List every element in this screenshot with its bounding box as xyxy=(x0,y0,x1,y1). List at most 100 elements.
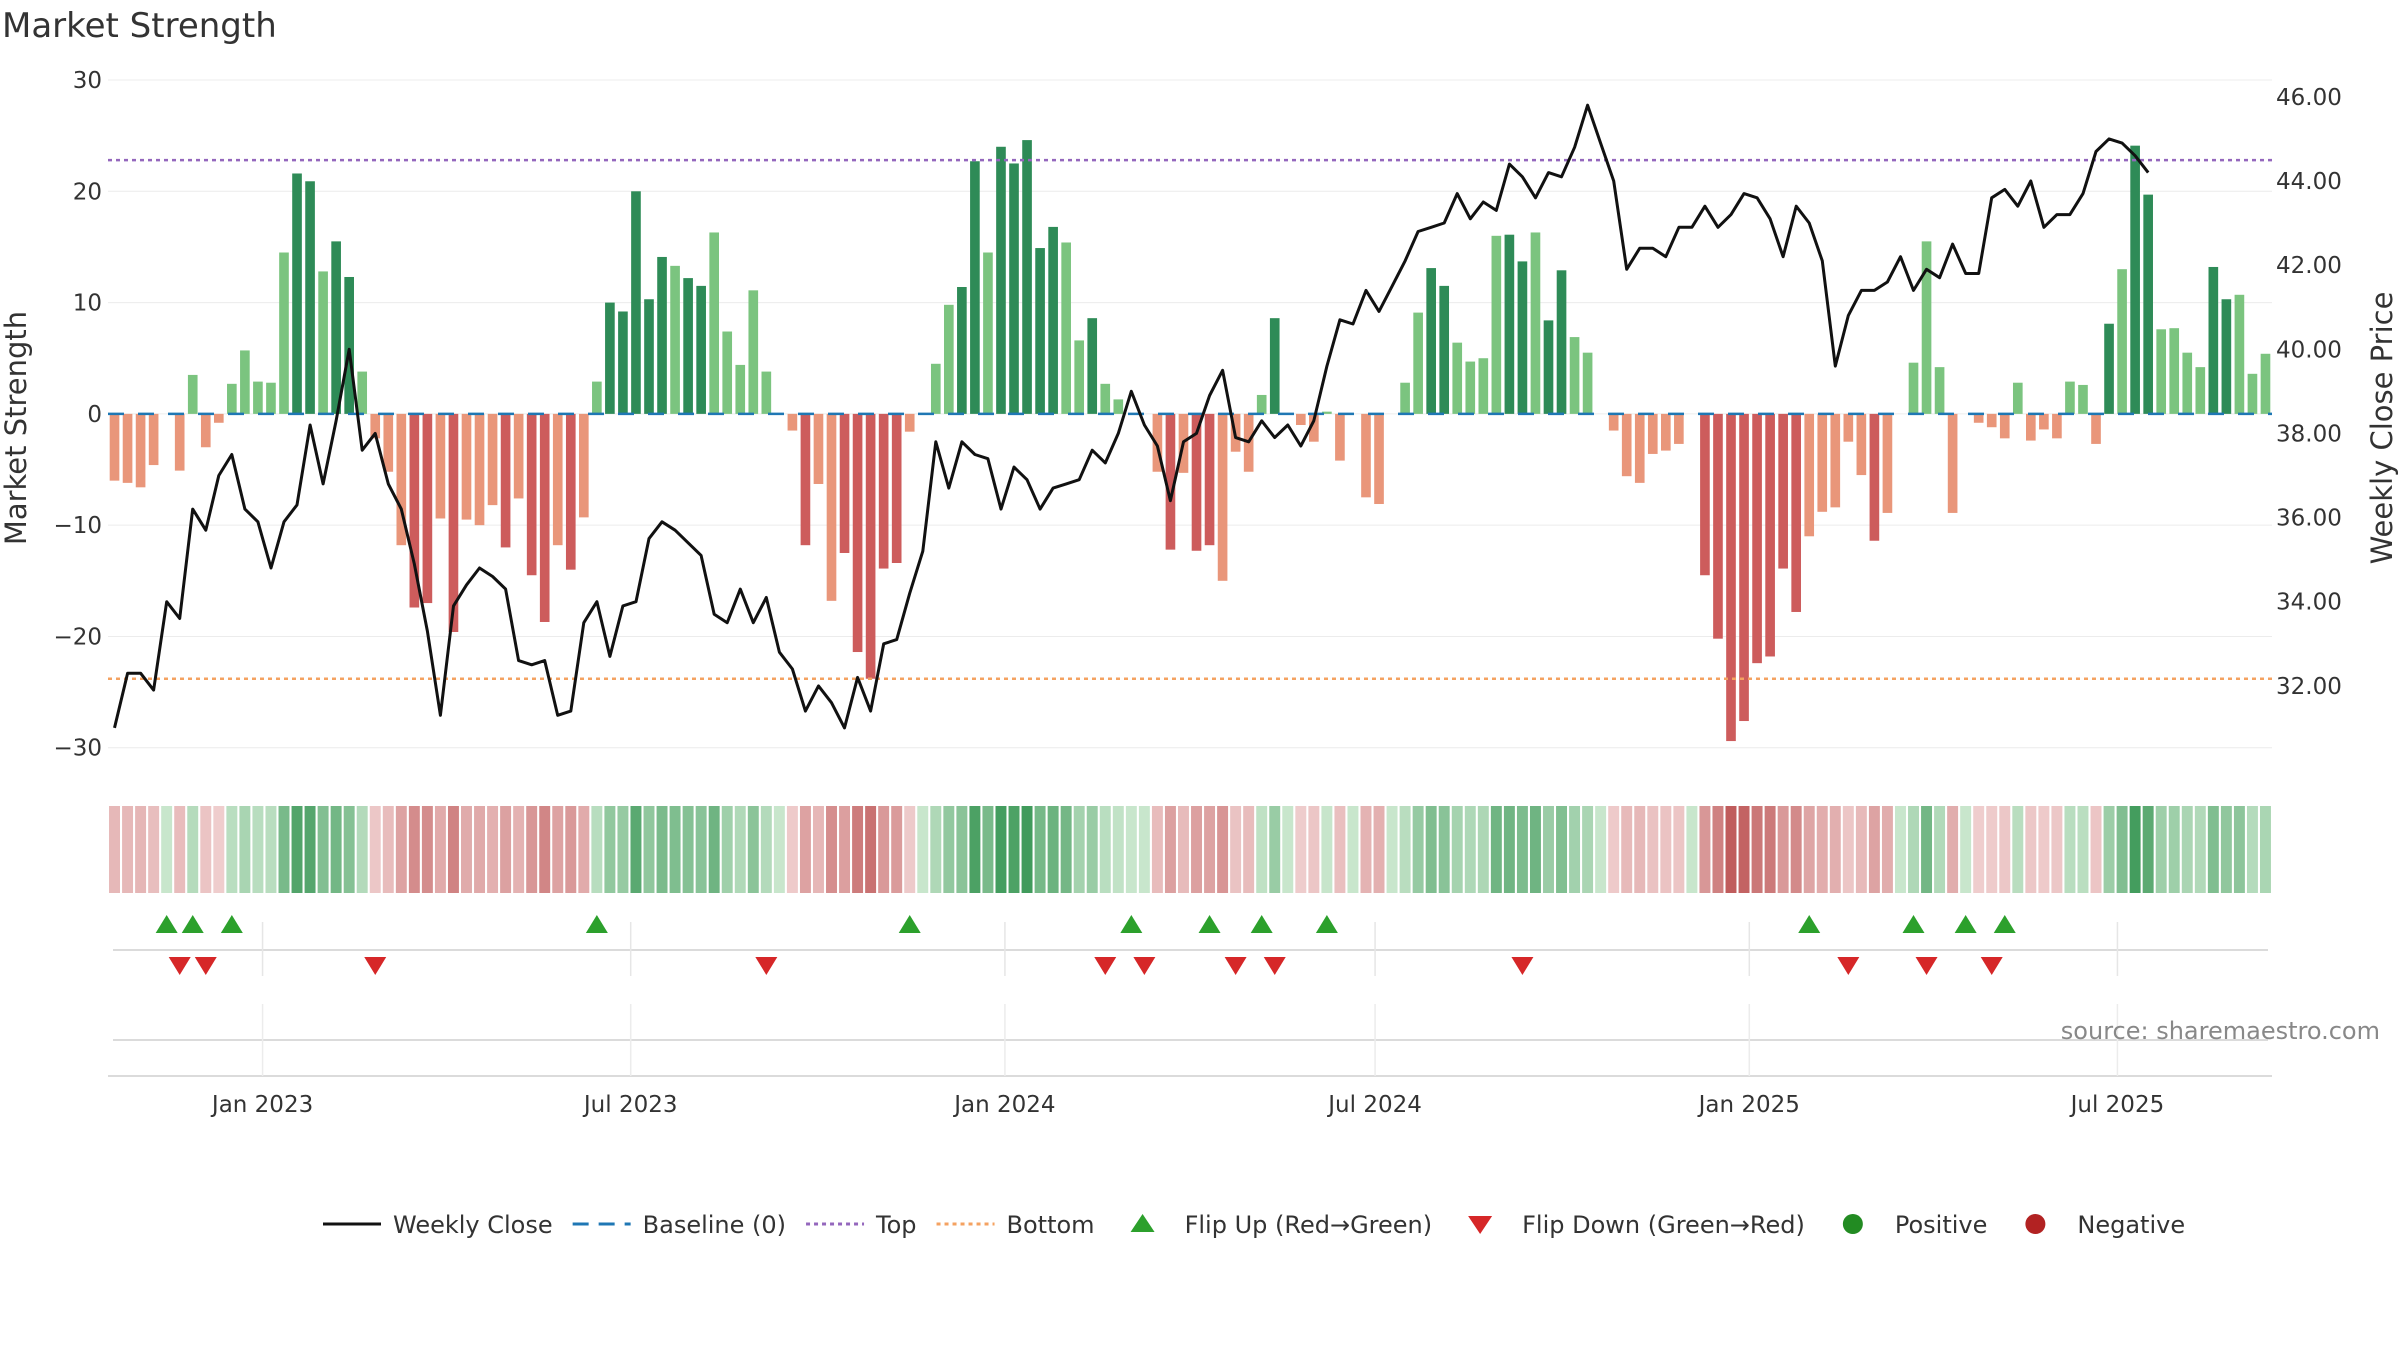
flip-down-marker xyxy=(1980,957,2003,975)
heat-cell xyxy=(1725,806,1737,893)
strength-bar xyxy=(1465,361,1476,414)
strength-bar xyxy=(1856,413,1867,476)
strength-bar xyxy=(787,413,798,431)
strength-bar xyxy=(565,413,576,570)
heat-cell xyxy=(982,806,994,893)
heat-cell xyxy=(2103,806,2115,893)
strength-bar xyxy=(1295,413,1306,425)
strength-bar xyxy=(1309,413,1319,442)
strength-bar xyxy=(735,364,746,414)
heat-cell xyxy=(1595,806,1607,893)
axes: Market Strength Weekly Close Price 30 20 1… xyxy=(0,68,2399,762)
flip-up-marker xyxy=(1250,915,1273,933)
heat-cell xyxy=(187,806,199,893)
heat-cell xyxy=(839,806,851,893)
flip-down-marker xyxy=(194,957,217,975)
heat-cell xyxy=(2116,806,2128,893)
right-tick-label: 46.00 xyxy=(2276,85,2342,111)
legend-label: Flip Up (Red→Green) xyxy=(1185,1211,1433,1239)
legend-label: Bottom xyxy=(1007,1211,1095,1239)
heat-cell xyxy=(891,806,903,893)
flip-up-marker xyxy=(1902,915,1925,933)
strength-bar xyxy=(409,413,420,608)
heat-cell xyxy=(1373,806,1385,893)
strength-bar xyxy=(800,413,811,546)
heat-cell xyxy=(1217,806,1229,893)
heat-cell xyxy=(1191,806,1202,893)
x-tick-label: Jan 2025 xyxy=(1697,1092,1800,1118)
heat-cell xyxy=(799,806,811,893)
flip-down-marker xyxy=(1133,957,1156,975)
strength-bar xyxy=(1322,411,1332,414)
heat-cell xyxy=(1999,806,2011,893)
x-tick-label: Jul 2023 xyxy=(582,1092,678,1118)
strength-bar xyxy=(2078,384,2088,414)
heat-cell xyxy=(1451,806,1463,893)
strength-bar xyxy=(1074,340,1085,414)
strength-bar xyxy=(1439,285,1450,414)
flip-down-marker xyxy=(1263,957,1286,975)
heat-cell xyxy=(1894,806,1906,893)
flip-up-marker xyxy=(585,915,608,933)
right-tick-label: 38.00 xyxy=(2276,421,2342,447)
heat-cell xyxy=(1412,806,1424,893)
x-tick-label: Jul 2025 xyxy=(2069,1092,2165,1118)
heat-cell xyxy=(2207,806,2219,893)
legend-item: Weekly Close xyxy=(323,1211,553,1239)
flip-markers-panel xyxy=(113,915,2268,976)
right-tick-label: 36.00 xyxy=(2276,506,2342,532)
strength-bar xyxy=(1621,413,1632,477)
right-tick-label: 44.00 xyxy=(2276,169,2342,195)
heat-cell xyxy=(2233,806,2245,893)
strength-bar xyxy=(174,413,185,471)
strength-bar xyxy=(1726,413,1736,742)
strength-bar xyxy=(996,146,1006,414)
heat-cell xyxy=(1008,806,1020,893)
strength-bar xyxy=(1491,235,1502,414)
heat-cell xyxy=(317,806,329,893)
strength-bar xyxy=(344,276,354,414)
strength-bar xyxy=(1269,318,1280,414)
strength-bar xyxy=(292,173,302,414)
strength-bar xyxy=(253,381,263,414)
strength-bar xyxy=(2182,352,2193,414)
flip-up-marker xyxy=(1120,915,1143,933)
heat-cell xyxy=(2181,806,2193,893)
strength-bar xyxy=(1908,362,1919,414)
strength-bar xyxy=(1087,318,1098,414)
heat-cell xyxy=(630,806,642,893)
heat-cell xyxy=(395,806,407,893)
heat-cell xyxy=(1569,806,1581,893)
heat-cell xyxy=(1699,806,1711,893)
heat-cell xyxy=(174,806,186,893)
heat-cell xyxy=(1282,806,1294,893)
strength-bar xyxy=(1556,270,1567,414)
heat-cell xyxy=(408,806,420,893)
heat-cell xyxy=(1490,806,1502,893)
strength-bar xyxy=(2091,413,2101,444)
heat-cell xyxy=(239,806,251,893)
legend-item: Bottom xyxy=(936,1211,1095,1239)
heat-cell xyxy=(265,806,277,893)
legend-label: Weekly Close xyxy=(393,1211,553,1239)
strength-bar xyxy=(187,374,198,414)
legend-item: Positive xyxy=(1842,1211,1987,1239)
heat-cell xyxy=(148,806,160,893)
x-tick-label: Jul 2024 xyxy=(1326,1092,1422,1118)
heat-cell xyxy=(1256,806,1268,893)
strength-bar xyxy=(383,413,394,472)
heat-cell xyxy=(695,806,707,893)
strength-bar xyxy=(1830,413,1841,508)
strength-bar xyxy=(1152,413,1163,472)
strength-bar xyxy=(396,413,407,546)
strength-bar xyxy=(944,304,954,414)
heat-cell xyxy=(434,806,446,893)
strength-bar xyxy=(422,413,433,604)
heat-cell xyxy=(682,806,694,893)
heat-cell xyxy=(1360,806,1372,893)
strength-bar xyxy=(1530,232,1541,414)
left-tick-label: 20 xyxy=(73,179,102,205)
strength-bar xyxy=(2117,269,2127,414)
right-tick-label: 42.00 xyxy=(2276,253,2342,279)
strength-bar xyxy=(227,383,237,414)
